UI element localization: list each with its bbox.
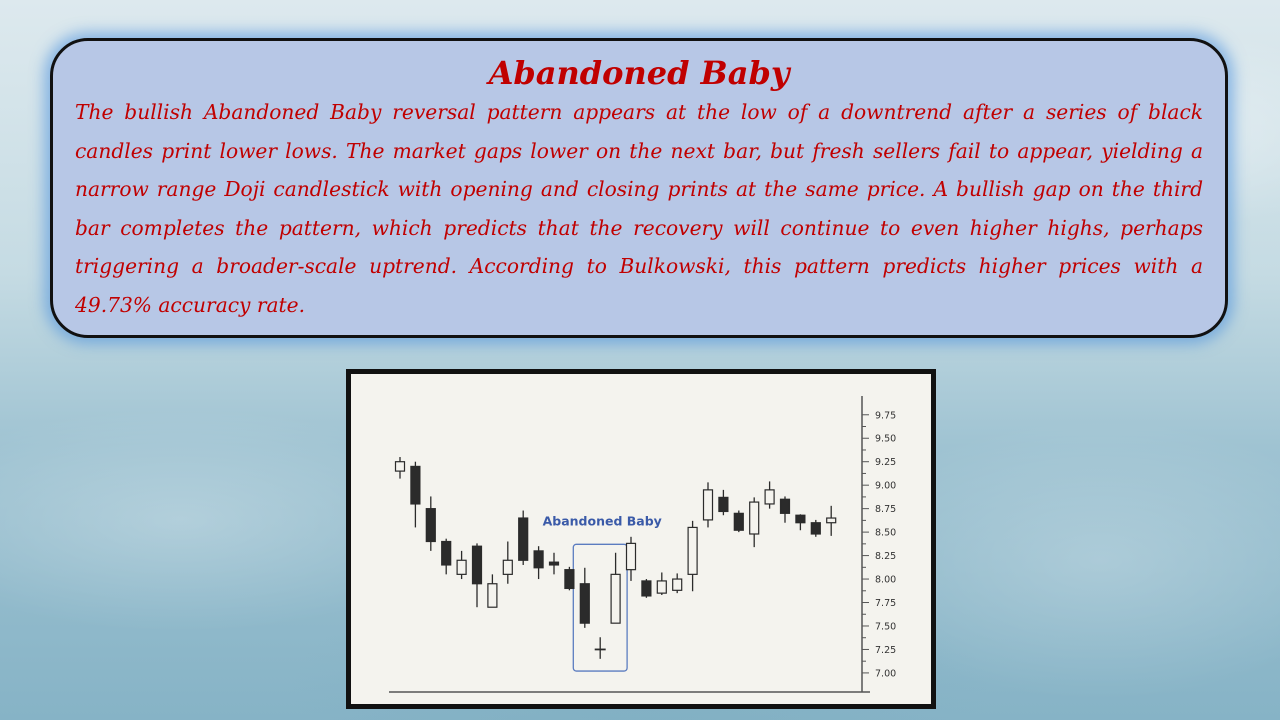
y-tick-label: 7.50 bbox=[875, 621, 896, 632]
y-tick-label: 7.75 bbox=[875, 598, 896, 609]
bullish-candle-body bbox=[656, 580, 667, 594]
y-tick-label: 8.00 bbox=[875, 575, 896, 586]
bearish-candle-body bbox=[795, 514, 806, 524]
candlestick-chart: 9.75 9.50 9.25 9.00 8.75 8.50 8.25 8.00 7.75 7.50… bbox=[389, 396, 896, 693]
bearish-candle-body bbox=[810, 522, 821, 535]
bearish-candle-body bbox=[718, 496, 729, 513]
bearish-candle-body bbox=[471, 545, 483, 585]
pattern-title: Abandoned Baby bbox=[488, 54, 790, 92]
bullish-candle-body bbox=[502, 559, 513, 575]
bearish-candle-body bbox=[425, 508, 436, 543]
bearish-candle-body bbox=[533, 550, 544, 569]
bullish-candle-body bbox=[672, 578, 683, 591]
y-tick-label: 8.25 bbox=[875, 551, 896, 562]
bearish-candle-body bbox=[410, 465, 421, 505]
y-tick-label: 9.25 bbox=[875, 457, 896, 468]
bearish-candle-body bbox=[518, 517, 529, 561]
abandoned-baby-label: Abandoned Baby bbox=[543, 513, 662, 528]
bullish-candle-body bbox=[487, 583, 498, 608]
candlestick-chart-frame: 9.75 9.50 9.25 9.00 8.75 8.50 8.25 8.00 7.75 7.50… bbox=[346, 369, 936, 709]
y-tick-label: 9.50 bbox=[875, 434, 896, 445]
bearish-candle-body bbox=[641, 580, 652, 597]
bullish-candle-body bbox=[749, 501, 760, 535]
bearish-candle-body bbox=[548, 561, 560, 566]
y-tick-label: 7.00 bbox=[875, 668, 896, 679]
pattern-description: The bullish Abandoned Baby reversal patt… bbox=[75, 100, 1203, 317]
bearish-candle-body bbox=[441, 540, 452, 566]
abandoned-baby-highlight-box bbox=[572, 543, 628, 672]
y-tick-label: 7.25 bbox=[875, 645, 896, 656]
bearish-candle-body bbox=[733, 512, 744, 531]
bearish-candle-body bbox=[564, 569, 575, 590]
bullish-candle-body bbox=[394, 461, 406, 472]
y-tick-label: 9.75 bbox=[875, 410, 896, 421]
bullish-candle-body bbox=[687, 526, 698, 575]
bullish-candle-body bbox=[764, 489, 775, 505]
bullish-candle-body bbox=[702, 489, 714, 521]
bullish-candle-body bbox=[456, 559, 467, 575]
bullish-candle-body bbox=[625, 542, 637, 571]
bullish-candle-body bbox=[610, 573, 621, 624]
y-tick-label: 8.75 bbox=[875, 504, 896, 515]
bullish-candle-body bbox=[826, 517, 837, 524]
description-callout: Abandoned Baby The bullish Abandoned Bab… bbox=[50, 38, 1228, 338]
bearish-candle-body bbox=[779, 498, 791, 514]
bearish-candle-body bbox=[579, 583, 590, 624]
y-tick-label: 8.50 bbox=[875, 528, 896, 539]
y-tick-label: 9.00 bbox=[875, 481, 896, 492]
